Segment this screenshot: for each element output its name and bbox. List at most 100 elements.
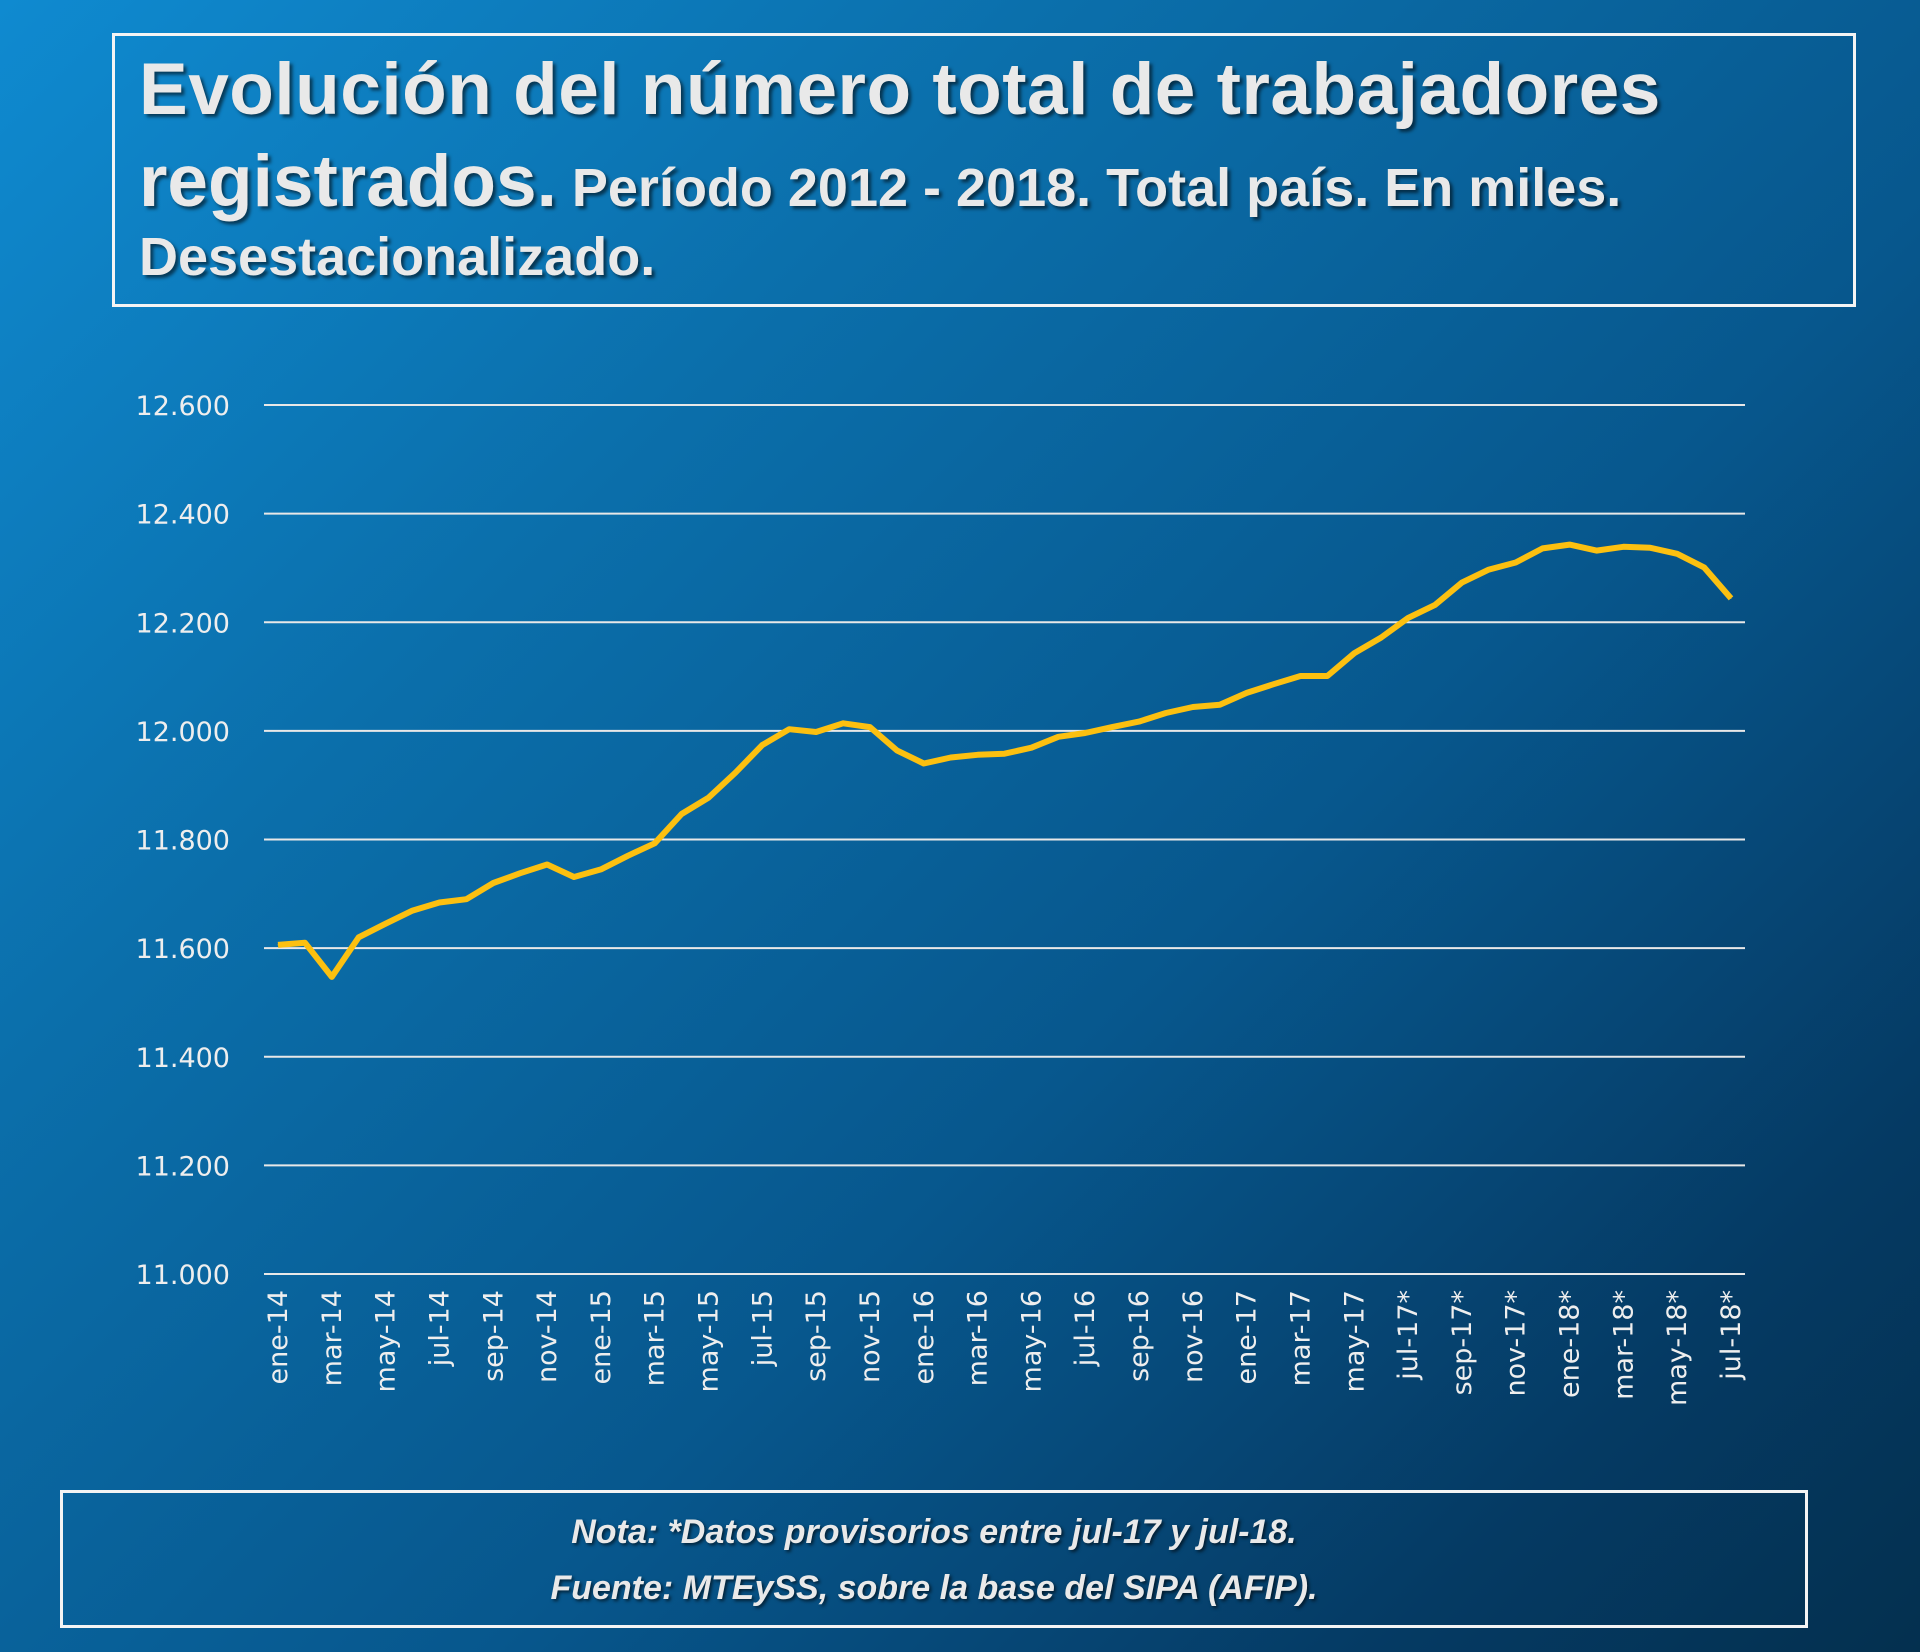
chart-title-main: registrados. <box>139 141 557 222</box>
data-point <box>1192 706 1194 708</box>
x-tick-label: nov-16 <box>1178 1290 1209 1383</box>
y-tick-label: 12.400 <box>136 500 230 531</box>
data-point <box>1326 675 1328 677</box>
data-point <box>896 749 898 751</box>
data-point <box>465 898 467 900</box>
chart-title-line-2: registrados. Período 2012 - 2018. Total … <box>139 140 1621 223</box>
data-point <box>492 882 494 884</box>
x-tick-label: ene-16 <box>909 1290 940 1384</box>
data-point <box>331 976 333 978</box>
x-tick-label: may-18* <box>1662 1290 1693 1406</box>
y-tick-label: 12.000 <box>136 717 230 748</box>
x-tick-label: may-17 <box>1339 1290 1370 1392</box>
data-point <box>1596 550 1597 552</box>
data-point <box>1138 721 1140 723</box>
chart-subtitle-line-2: Desestacionalizado. <box>139 227 656 287</box>
x-tick-label: may-15 <box>694 1290 725 1392</box>
data-point <box>1057 736 1059 738</box>
x-tick-label: sep-14 <box>478 1290 509 1382</box>
data-point <box>1084 732 1086 734</box>
data-point <box>1676 553 1678 555</box>
data-point <box>277 944 279 946</box>
chart-title-line-1: Evolución del número total de trabajador… <box>139 49 1661 130</box>
x-tick-label: nov-14 <box>532 1290 563 1383</box>
x-tick-label: sep-15 <box>801 1290 832 1382</box>
source-text: Fuente: MTEySS, sobre la base del SIPA (… <box>550 1569 1318 1607</box>
data-point <box>1461 582 1463 584</box>
data-point <box>950 757 952 758</box>
y-tick-label: 12.600 <box>136 391 230 422</box>
x-tick-label: ene-14 <box>263 1290 294 1384</box>
data-point <box>1111 726 1113 728</box>
x-tick-label: sep-16 <box>1124 1290 1155 1382</box>
data-point <box>1004 753 1005 755</box>
data-point <box>761 744 763 746</box>
data-point <box>438 902 440 903</box>
data-point <box>546 864 548 865</box>
data-point <box>1353 652 1355 654</box>
x-tick-label: nov-17* <box>1501 1290 1532 1396</box>
data-point <box>734 772 736 774</box>
data-point <box>627 855 629 857</box>
x-tick-label: ene-15 <box>586 1290 617 1384</box>
data-point <box>1569 544 1571 546</box>
note-text: Nota: *Datos provisorios entre jul-17 y … <box>571 1513 1297 1551</box>
y-tick-label: 11.200 <box>136 1151 230 1182</box>
y-axis-tick-labels: 11.000 11.200 11.400 11.600 11.800 12.000 12.2… <box>136 391 230 1291</box>
data-point <box>1434 604 1436 606</box>
data-point <box>815 731 817 733</box>
y-tick-label: 11.800 <box>136 826 230 857</box>
x-tick-label: mar-18* <box>1608 1290 1639 1400</box>
x-tick-label: mar-17 <box>1285 1290 1316 1386</box>
x-axis-tick-labels: ene-14 mar-14 may-14 jul-14 sep-14 nov-14 ene-… <box>263 1290 1747 1406</box>
gridlines <box>264 404 1745 1275</box>
data-point <box>1273 683 1275 685</box>
y-tick-label: 11.600 <box>136 934 230 965</box>
x-tick-label: jul-14 <box>424 1290 455 1367</box>
series-group <box>277 541 1734 980</box>
x-tick-label: jul-15 <box>747 1290 778 1367</box>
data-point <box>1649 547 1651 549</box>
data-point <box>1515 562 1517 563</box>
data-point <box>1219 704 1221 706</box>
data-point <box>1542 547 1544 549</box>
data-point <box>1030 747 1032 749</box>
data-point <box>1380 637 1382 638</box>
data-point <box>412 910 413 912</box>
data-point <box>654 842 656 844</box>
data-point <box>788 728 790 730</box>
data-point <box>600 868 602 870</box>
x-tick-label: mar-15 <box>640 1290 671 1386</box>
data-point <box>358 936 360 938</box>
x-tick-label: ene-17 <box>1232 1290 1263 1384</box>
y-tick-label: 12.200 <box>136 608 230 639</box>
data-point <box>923 763 925 764</box>
x-tick-label: sep-17* <box>1447 1290 1478 1395</box>
title-box: Evolución del número total de trabajador… <box>112 33 1856 307</box>
data-point <box>708 797 709 799</box>
data-point <box>1407 617 1409 619</box>
data-point <box>1730 597 1732 599</box>
x-tick-label: mar-16 <box>963 1290 994 1386</box>
x-tick-label: nov-15 <box>855 1290 886 1383</box>
data-point <box>573 876 575 878</box>
data-point <box>1300 675 1301 677</box>
x-tick-label: ene-18* <box>1555 1290 1586 1398</box>
data-point <box>869 726 871 728</box>
data-point <box>1488 569 1490 571</box>
data-point <box>681 813 683 815</box>
x-tick-label: jul-17* <box>1393 1290 1424 1381</box>
x-tick-label: may-14 <box>371 1290 402 1392</box>
y-tick-label: 11.400 <box>136 1043 230 1074</box>
x-tick-label: jul-18* <box>1716 1290 1747 1381</box>
x-tick-label: may-16 <box>1016 1290 1047 1392</box>
data-point <box>304 942 306 944</box>
data-point <box>1246 692 1248 694</box>
x-tick-label: mar-14 <box>317 1290 348 1386</box>
data-point <box>1703 566 1705 568</box>
data-point <box>1622 546 1624 548</box>
data-point <box>977 754 979 756</box>
x-tick-label: jul-16 <box>1070 1290 1101 1367</box>
y-tick-label: 11.000 <box>136 1260 230 1291</box>
